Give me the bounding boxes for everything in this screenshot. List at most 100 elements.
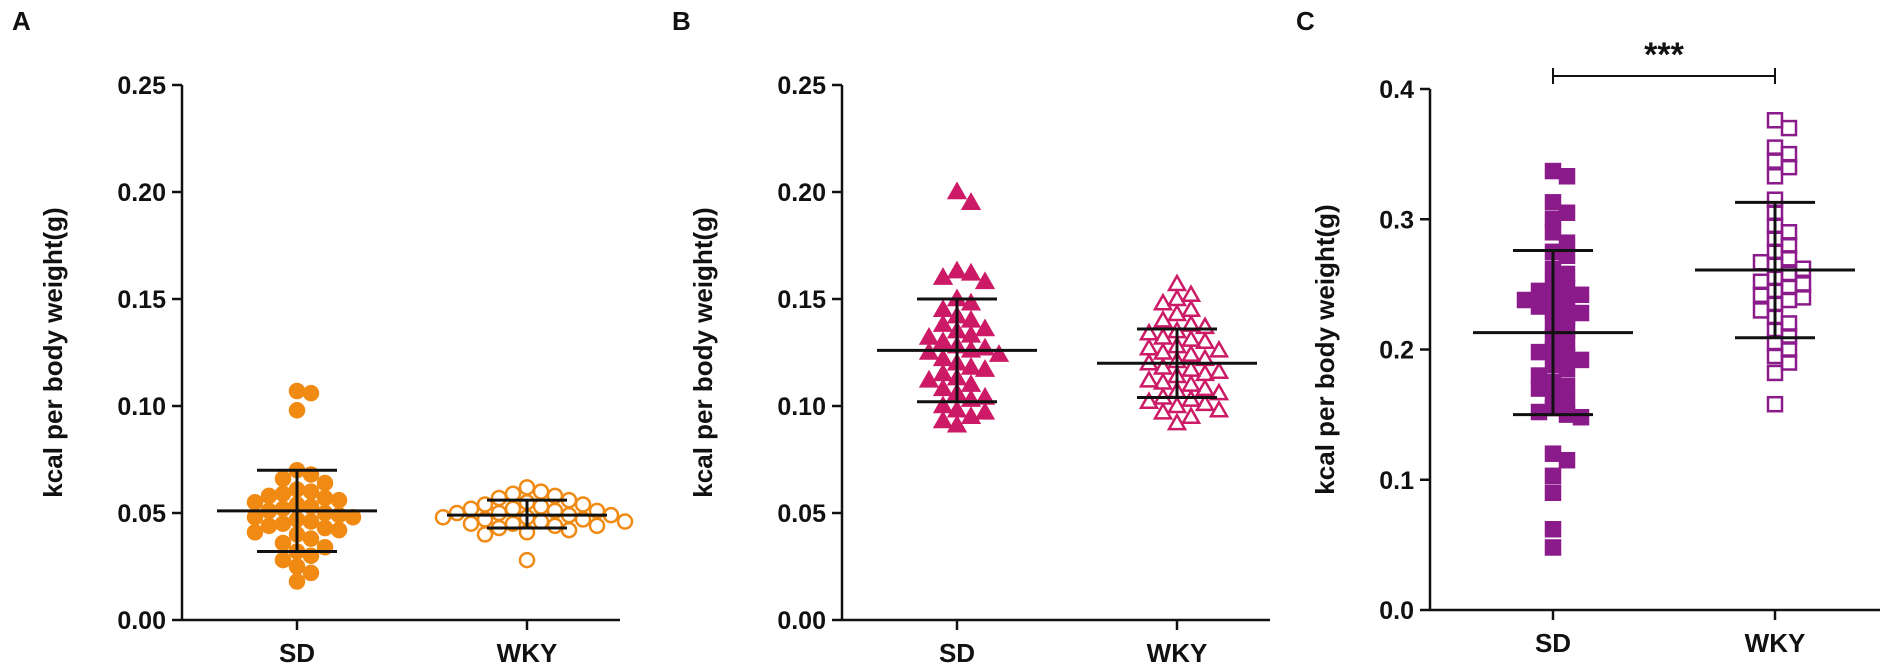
panel-a-wky-point	[476, 526, 494, 543]
panel-a-sd-point	[316, 519, 334, 537]
panel-a-sd-point	[316, 489, 334, 507]
panel-c-y-tick-label: 0.1	[1379, 467, 1414, 495]
panel-a-sd-point	[274, 470, 292, 488]
panel-a-sd-point	[302, 513, 320, 530]
panel-b-sd-point	[974, 359, 996, 377]
panel-b-sd-point	[974, 318, 996, 337]
panel-c-sd-point	[1544, 162, 1562, 180]
panel-b-sd-point	[960, 356, 982, 375]
panel-a-wky-point	[574, 511, 592, 528]
panel-c-y-tick-label: 0.2	[1379, 337, 1414, 365]
panel-a-sd-point	[288, 573, 306, 590]
panel-a-wky-point	[462, 515, 480, 532]
panel-b-axes: 0.00 0.05 0.10 0.15 0.20 0.25 SD WKY	[777, 72, 1270, 665]
panel-c-sd-point	[1530, 343, 1548, 361]
panel-b-sd-point	[932, 267, 954, 285]
panel-c-sd-point	[1572, 286, 1590, 304]
panel-b-sd-point	[974, 271, 996, 290]
panel-b-wky-point	[1194, 331, 1216, 350]
panel-b-wky-point	[1194, 316, 1216, 335]
panel-c-letter: C	[1296, 6, 1315, 36]
panel-b-sd-point	[960, 262, 982, 281]
panel-b-sd-point	[918, 369, 940, 388]
panel-a-y-tick-label: 0.00	[117, 607, 166, 635]
panel-a-y-tick-label: 0.15	[117, 286, 166, 314]
panel-c-sd-point	[1516, 291, 1534, 309]
panel-a-wky-point	[588, 517, 606, 535]
panel-a-wky-point	[616, 513, 634, 530]
panel-c-y-tick-label: 0.0	[1379, 597, 1414, 625]
panel-b-sd-point	[988, 344, 1010, 362]
panel-b-sd-point	[946, 181, 968, 200]
panel-b-wky-point	[1138, 369, 1160, 388]
panel-b-wky-point	[1166, 303, 1188, 322]
panel-c-y-axis-label: kcal per body weight(g)	[1310, 204, 1340, 494]
panel-a-sd-point	[274, 485, 292, 502]
panel-c-sd-point	[1558, 280, 1576, 297]
panel-a-sd-point	[274, 551, 292, 569]
panel-b: B kcal per body weight(g) 0.000.050.100.…	[672, 6, 1270, 665]
panel-b-wky-point	[1208, 382, 1230, 401]
panel-a-y-tick-label: 0.25	[117, 72, 166, 100]
panel-c-sd-point	[1572, 408, 1590, 426]
panel-b-sd-point	[932, 410, 954, 429]
panel-a-data-marks	[217, 382, 634, 590]
panel-b-sd-point	[932, 314, 954, 332]
panel-b-wky-point	[1208, 399, 1230, 418]
panel-a-wky-point	[490, 489, 508, 507]
panel-c: C kcal per body weight(g) 0.0 0.1 0.2 0.3 0.…	[1296, 6, 1880, 658]
panel-b-sd-point	[946, 260, 968, 279]
panel-c-sd-point	[1558, 247, 1576, 264]
panel-b-letter: B	[672, 6, 691, 36]
panel-c-sd-point	[1558, 451, 1576, 469]
panel-a-sd-point	[246, 494, 264, 511]
panel-b-wky-point	[1208, 361, 1230, 380]
panel-a-sd-point	[302, 384, 320, 402]
panel-c-sd-point	[1558, 360, 1576, 378]
panel-c-y-tick-label: 0.3	[1379, 206, 1414, 234]
panel-b-wky-point	[1180, 406, 1202, 424]
panel-c-sd-point	[1572, 304, 1590, 322]
panel-b-y-tick-label: 0.15	[777, 286, 826, 314]
panel-a-wky-point	[490, 504, 508, 522]
panel-b-y-tick-label: 0.10	[777, 393, 826, 421]
panel-a-sd-point	[330, 521, 348, 539]
panel-c-sd-point	[1544, 467, 1562, 485]
panel-a-sd-point	[302, 483, 320, 500]
panel-c-significance-stars: ***	[1644, 36, 1684, 74]
panel-a-wky-point	[532, 513, 550, 530]
panel-c-sd-point	[1530, 380, 1548, 397]
panel-c-wky-point	[1766, 112, 1784, 129]
panel-b-sd-point	[960, 309, 982, 328]
panel-a-sd-point	[330, 491, 348, 509]
panel-b-data-marks	[877, 181, 1257, 433]
panel-b-sd-point	[960, 406, 982, 424]
panel-c-y-tick-label: 0.4	[1379, 76, 1414, 104]
panel-a-wky-point	[574, 496, 592, 513]
panel-a-wky-point	[434, 509, 452, 526]
panel-c-sd-point	[1558, 377, 1576, 395]
panel-a-x-tick-label-wky: WKY	[497, 638, 558, 665]
panel-a-sd-point	[316, 474, 334, 492]
panel-b-wky-point	[1152, 292, 1174, 311]
panel-a-y-tick-label: 0.10	[117, 393, 166, 421]
panel-c-sd-point	[1544, 194, 1562, 211]
panel-a-sd-point	[260, 487, 278, 505]
panel-c-data-marks	[1473, 112, 1855, 556]
panel-a-sd-point	[274, 515, 292, 532]
panel-a-wky-point	[462, 500, 480, 517]
panel-b-wky-point	[1194, 363, 1216, 382]
panel-c-sd-point	[1530, 403, 1548, 421]
panel-a-letter: A	[12, 6, 31, 36]
panel-b-wky-point	[1208, 339, 1230, 358]
panel-a-y-axis-label: kcal per body weight(g)	[38, 207, 68, 497]
panel-b-y-tick-label: 0.00	[777, 607, 826, 635]
panel-b-y-axis-label: kcal per body weight(g)	[688, 207, 718, 497]
panel-b-sd-point	[932, 331, 954, 350]
panel-c-wky-point	[1780, 354, 1798, 371]
panel-a-wky-point	[560, 521, 578, 539]
panel-a-sd-point	[274, 534, 292, 552]
panel-a-sd-point	[246, 524, 264, 541]
panel-b-wky-point	[1152, 401, 1174, 420]
